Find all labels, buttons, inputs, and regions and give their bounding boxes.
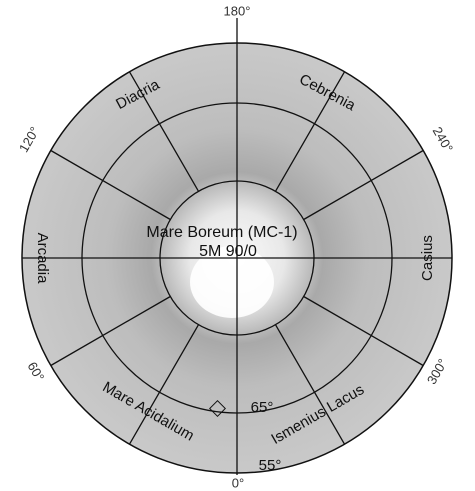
radial-lines — [50, 71, 424, 445]
region-label: Casius — [419, 235, 436, 281]
radial-line — [274, 324, 346, 445]
radial-line — [50, 295, 171, 367]
longitude-label: 180° — [224, 3, 251, 18]
radial-line — [128, 324, 200, 445]
longitude-label: 0° — [232, 475, 244, 490]
marker — [236, 475, 256, 486]
radial-line — [128, 71, 200, 192]
marker — [209, 400, 226, 417]
longitude-label: 240° — [430, 124, 456, 155]
ice-cap — [190, 246, 274, 318]
radial-line — [303, 149, 424, 221]
region-label: Arcadia — [34, 233, 51, 285]
radial-line — [303, 295, 424, 367]
map-code: 5M 90/0 — [199, 243, 257, 260]
radial-line — [274, 71, 346, 192]
latitude-label: 65° — [251, 399, 274, 416]
longitude-label: 120° — [16, 124, 42, 155]
latitude-label: 55° — [259, 457, 282, 474]
map-title: Mare Boreum (MC-1) — [146, 224, 297, 241]
radial-line — [50, 149, 171, 221]
longitude-label: 300° — [424, 356, 450, 387]
longitude-label: 60° — [25, 359, 48, 384]
